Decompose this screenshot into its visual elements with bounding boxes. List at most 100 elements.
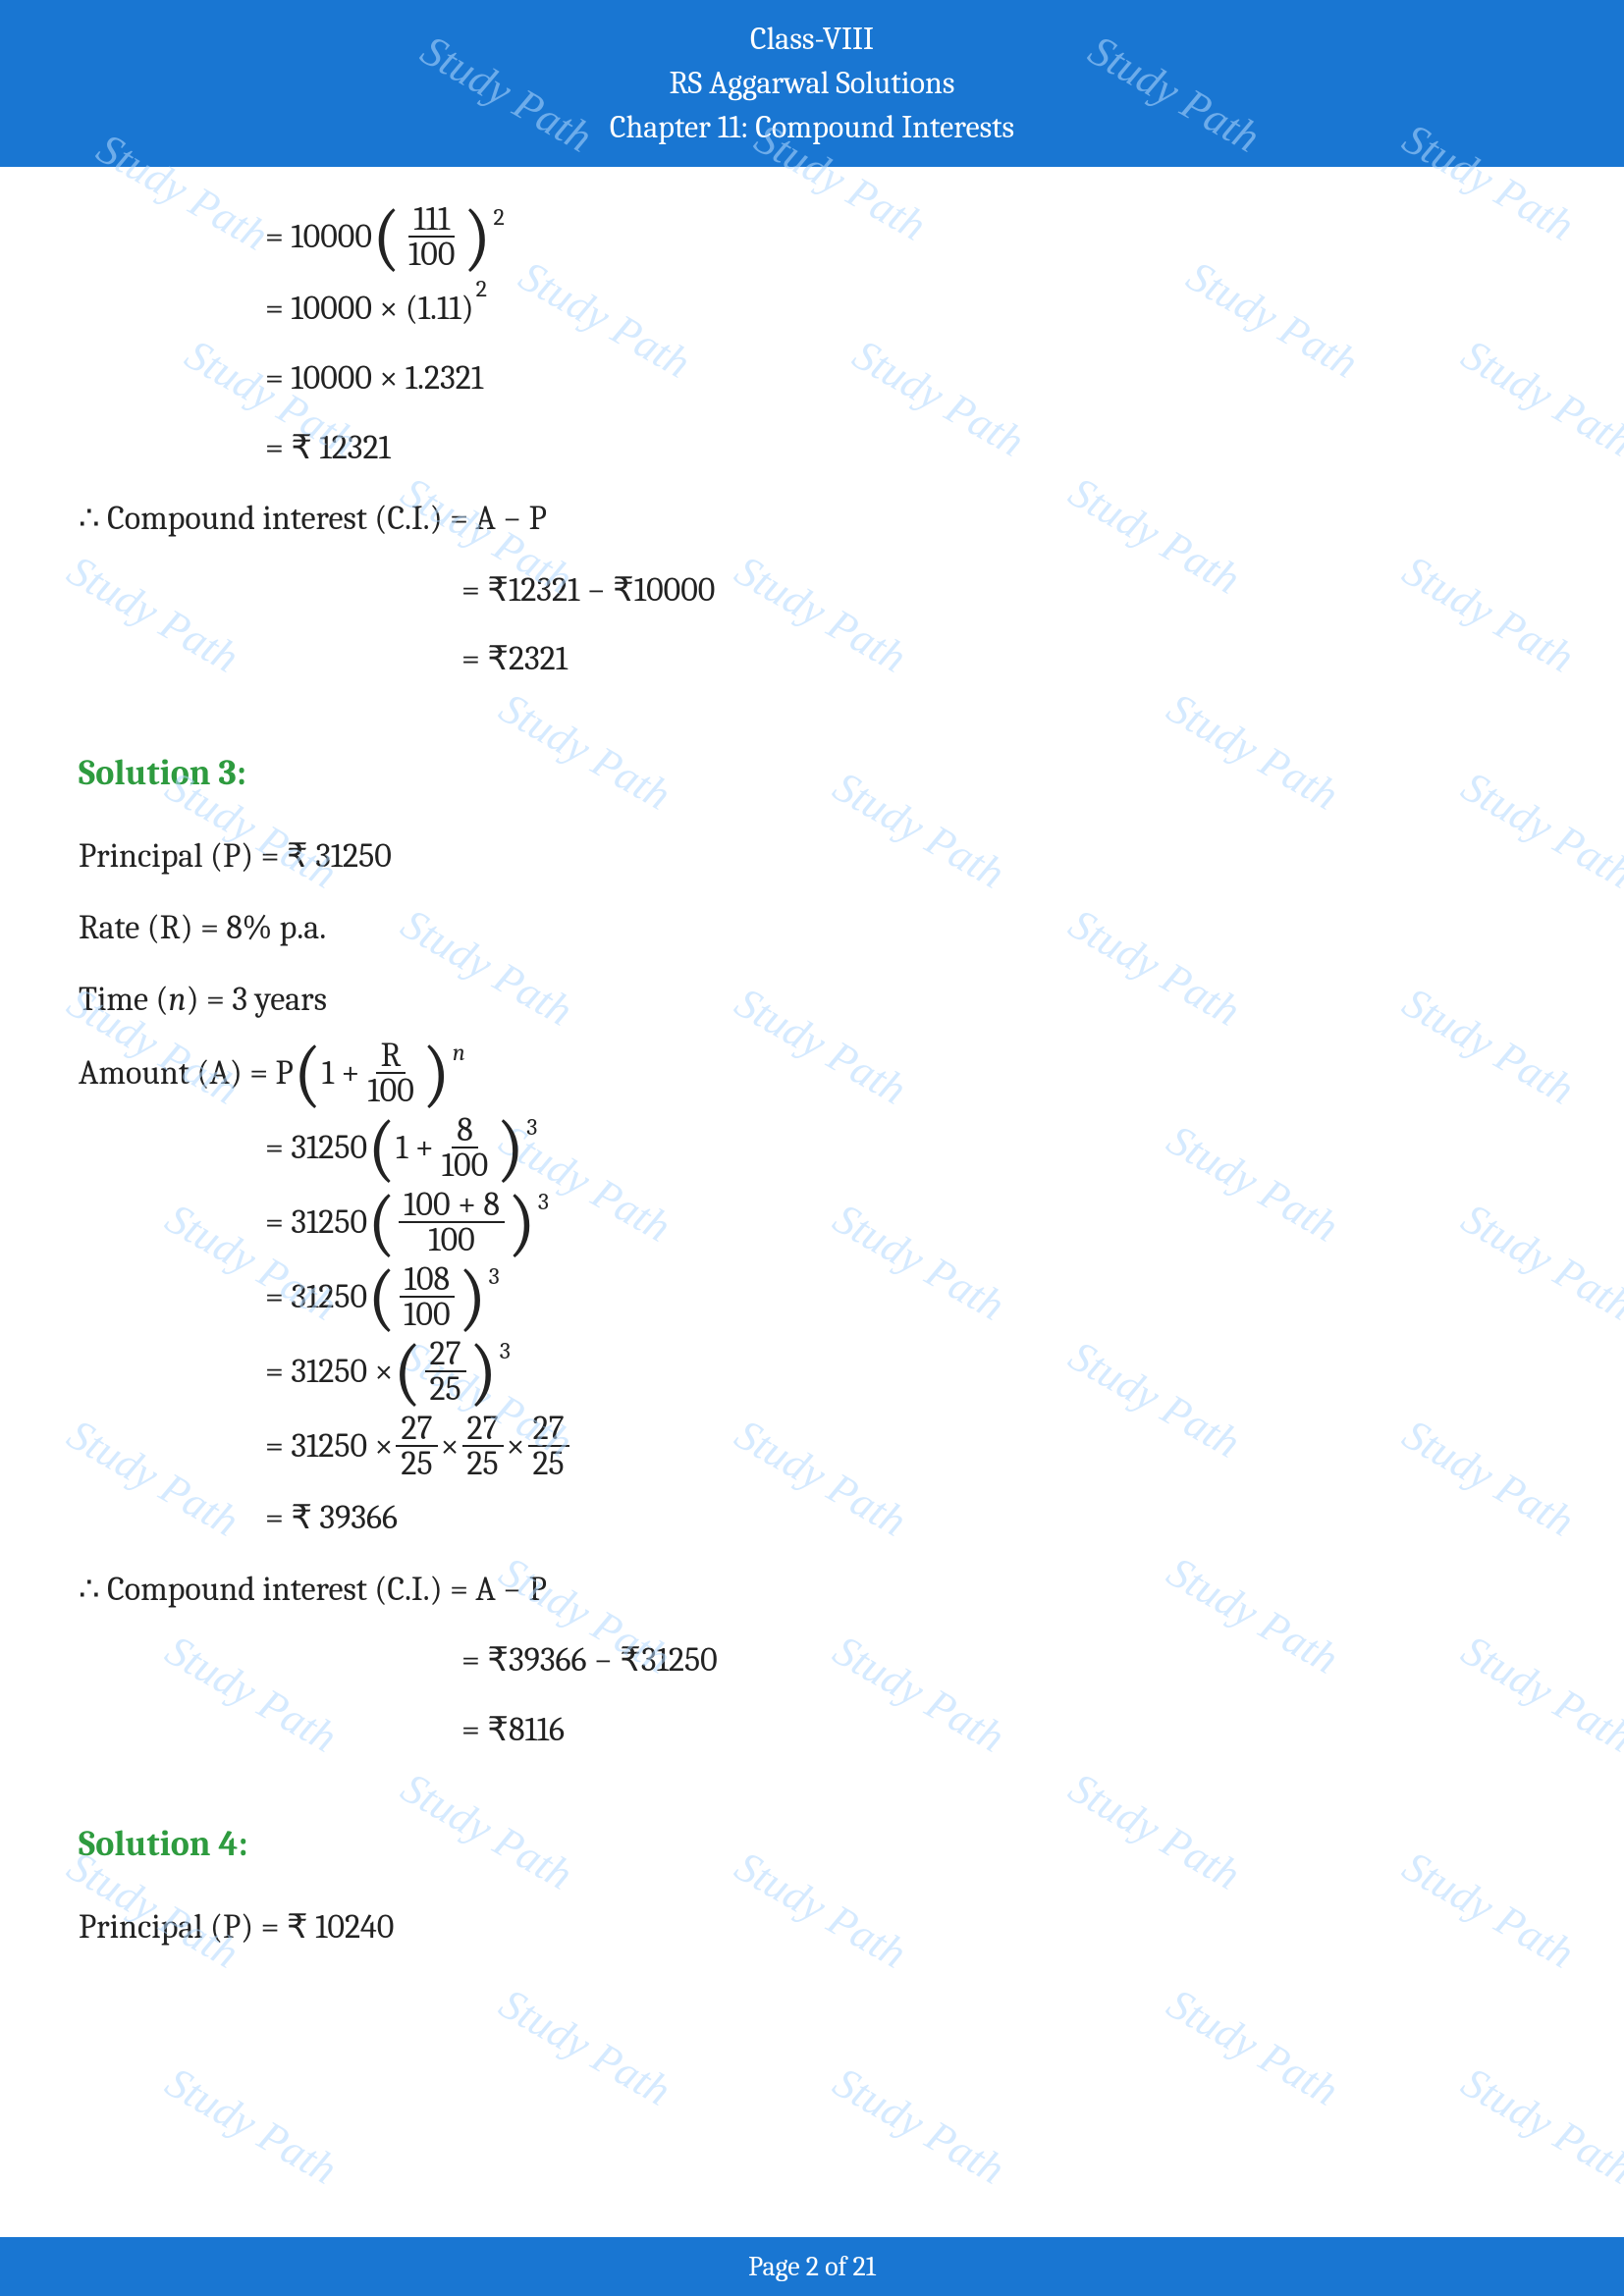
equation-line: = 31250 ( 108 100 ) 3 (79, 1262, 1545, 1331)
right-paren: ) (469, 1346, 498, 1398)
time-suffix: ) = 3 years (187, 980, 327, 1019)
exponent: 3 (489, 1255, 500, 1300)
paren-group: ( 108 100 ) (367, 1262, 487, 1331)
one-plus: 1 + (322, 1041, 360, 1105)
equation-line: = ₹ 12321 (79, 416, 1545, 480)
denominator: 100 (362, 1074, 418, 1107)
numerator: 8 (452, 1113, 478, 1148)
expr: = ₹8116 (461, 1698, 565, 1762)
equation-line: = ₹39366 − ₹31250 (79, 1629, 1545, 1692)
expr: = 10000 × 1.2321 (265, 347, 483, 410)
denominator: 100 (404, 238, 460, 271)
numerator: 27 (528, 1412, 569, 1447)
numerator: 111 (408, 202, 455, 238)
exponent: 3 (538, 1180, 549, 1225)
paren-group: ( 27 25 ) (393, 1337, 497, 1406)
amount-formula: Amount (A) = P ( 1 + R 100 ) n (79, 1039, 1545, 1107)
time-line: Time (n) = 3 years (79, 968, 1545, 1032)
principal-line: Principal (P) = ₹ 10240 (79, 1896, 1545, 1959)
denominator: 25 (424, 1372, 465, 1406)
left-paren: ( (367, 1122, 396, 1174)
denominator: 100 (437, 1148, 493, 1182)
left-paren: ( (367, 1271, 396, 1323)
ci-label: ∴ Compound interest (C.I.) = A − P (79, 487, 1545, 551)
equation-line: = 31250 × 27 25 × 27 25 × 27 25 (79, 1412, 1545, 1480)
coeff: = 31250 (265, 1265, 367, 1329)
fraction: 27 25 (527, 1412, 568, 1480)
paren-group: ( 1 + 8 100 ) (367, 1113, 524, 1182)
solution-3-heading: Solution 3: (79, 740, 1545, 807)
exponent: 2 (494, 195, 505, 240)
time-var: n (168, 980, 186, 1019)
fraction: 108 100 (399, 1262, 455, 1331)
equation-line: = ₹12321 − ₹10000 (79, 559, 1545, 622)
coeff: = 31250 (265, 1191, 367, 1255)
expr: = ₹ 12321 (265, 416, 391, 480)
expr: = ₹ 39366 (265, 1486, 398, 1550)
equation-line: = 10000 ( 111 100 ) 2 (79, 202, 1545, 271)
right-paren: ) (459, 1271, 487, 1323)
header-line-3: Chapter 11: Compound Interests (0, 106, 1624, 150)
header-line-1: Class-VIII (0, 18, 1624, 62)
left-paren: ( (367, 1197, 396, 1249)
exponent: 3 (526, 1105, 537, 1150)
equation-line: = 31250 ( 1 + 8 100 ) 3 (79, 1113, 1545, 1182)
equation-line: = 31250 × ( 27 25 ) 3 (79, 1337, 1545, 1406)
right-paren: ) (422, 1047, 451, 1099)
mult-sign: × (441, 1415, 460, 1478)
equation-line: = 10000 × 1.2321 (79, 347, 1545, 410)
right-paren: ) (462, 211, 491, 263)
mult-sign: × (507, 1415, 525, 1478)
rate-line: Rate (R) = 8% p.a. (79, 896, 1545, 960)
header-line-2: RS Aggarwal Solutions (0, 62, 1624, 106)
footer-text: Page 2 of 21 (748, 2251, 876, 2282)
exponent: 3 (500, 1329, 511, 1374)
solution-4-heading: Solution 4: (79, 1811, 1545, 1878)
exponent: n (453, 1031, 465, 1076)
fraction: R 100 (362, 1039, 418, 1107)
expr: = ₹12321 − ₹10000 (461, 559, 715, 622)
page-header: Class-VIII RS Aggarwal Solutions Chapter… (0, 0, 1624, 167)
equation-line: = ₹2321 (79, 627, 1545, 691)
coeff: = 10000 (265, 205, 372, 269)
right-paren: ) (496, 1122, 524, 1174)
paren-group: ( 100 + 8 100 ) (367, 1188, 536, 1256)
amount-label: Amount (A) = P (79, 1041, 294, 1105)
equation-line: = ₹ 39366 (79, 1486, 1545, 1550)
right-paren: ) (508, 1197, 536, 1249)
fraction: 27 25 (424, 1337, 465, 1406)
one-plus: 1 + (396, 1116, 434, 1180)
page-footer: Page 2 of 21 (0, 2237, 1624, 2296)
numerator: 108 (400, 1262, 455, 1298)
denominator: 100 (399, 1298, 455, 1331)
fraction: 111 100 (404, 202, 460, 271)
page-content: = 10000 ( 111 100 ) 2 = 10000 × (1.11)2 … (0, 167, 1624, 2045)
principal-line: Principal (P) = ₹ 31250 (79, 825, 1545, 888)
denominator: 100 (423, 1223, 479, 1256)
numerator: 27 (462, 1412, 504, 1447)
ci-label: ∴ Compound interest (C.I.) = A − P (79, 1558, 1545, 1622)
exponent: 2 (476, 267, 487, 312)
denominator: 25 (396, 1447, 437, 1480)
denominator: 25 (527, 1447, 568, 1480)
fraction: 100 + 8 100 (399, 1188, 505, 1256)
equation-line: = 31250 ( 100 + 8 100 ) 3 (79, 1188, 1545, 1256)
numerator: 100 + 8 (399, 1188, 505, 1223)
coeff: = 31250 (265, 1116, 367, 1180)
coeff: = 31250 × (265, 1340, 393, 1404)
coeff: = 31250 × (265, 1415, 393, 1478)
fraction: 8 100 (437, 1113, 493, 1182)
expr: = ₹2321 (461, 627, 568, 691)
time-label: Time ( (79, 980, 168, 1019)
paren-group: ( 1 + R 100 ) (294, 1039, 451, 1107)
fraction: 27 25 (461, 1412, 503, 1480)
left-paren: ( (372, 211, 401, 263)
numerator: 27 (425, 1337, 466, 1372)
expr: = 10000 × (1.11) (265, 277, 474, 341)
watermark: Study Path (1453, 2056, 1624, 2194)
fraction: 27 25 (396, 1412, 437, 1480)
numerator: 27 (396, 1412, 437, 1447)
equation-line: = 10000 × (1.11)2 (79, 277, 1545, 341)
watermark: Study Path (157, 2056, 346, 2194)
expr: = ₹39366 − ₹31250 (461, 1629, 718, 1692)
